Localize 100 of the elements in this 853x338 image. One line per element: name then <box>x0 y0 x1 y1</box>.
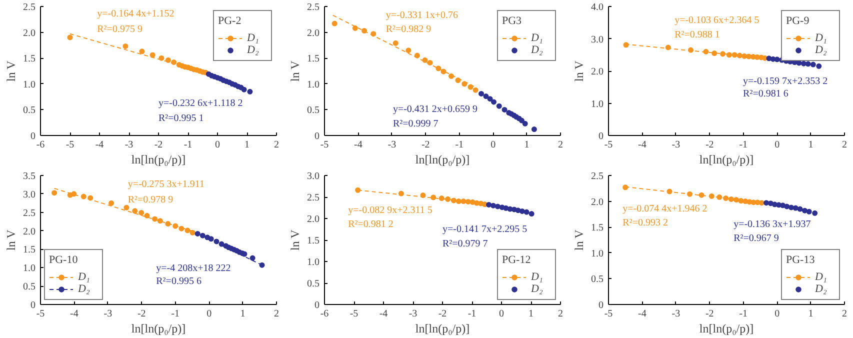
x-tick-label: -1 <box>455 140 464 150</box>
x-tick-label: -3 <box>124 140 134 150</box>
y-tick-label: 0 <box>598 131 604 142</box>
x-tick-label: -2 <box>421 140 430 150</box>
y-tick-label: 4.0 <box>591 2 604 13</box>
x-tick-label: 0 <box>499 308 504 320</box>
x-tick-label: 0 <box>206 308 212 320</box>
y-tick-label: 2.5 <box>307 192 320 204</box>
x-tick-label: 1 <box>808 308 814 320</box>
x-axis-title: ln[ln(p₀/p)] <box>699 322 754 336</box>
x-tick-label: -5 <box>36 308 45 320</box>
x-tick-label: -6 <box>320 308 329 320</box>
x-tick-label: -3 <box>672 140 680 150</box>
legend-title: PG-9 <box>786 15 810 27</box>
legend-label: D₂ <box>815 44 828 56</box>
x-tick-label: 1 <box>528 308 534 320</box>
annotation: R²=0.978 9 <box>128 194 174 206</box>
x-tick-label: -3 <box>672 308 680 320</box>
y-tick-label: 3.0 <box>307 171 320 182</box>
legend-label: D₁ <box>531 271 544 283</box>
x-tick-label: -2 <box>154 140 163 150</box>
annotation: y=-0.136 3x+1.937 <box>734 219 811 230</box>
legend-label: D₁ <box>247 32 260 44</box>
annotation: R²=0.995 6 <box>156 276 202 287</box>
x-tick-label: -4 <box>354 140 362 150</box>
annotation: R²=0.979 7 <box>442 238 488 250</box>
y-tick-label: 1.5 <box>23 244 36 256</box>
x-tick-label: 2 <box>842 140 847 150</box>
y-tick-label: 3.0 <box>591 34 604 46</box>
y-axis-title: ln V <box>4 229 18 250</box>
legend-title: PG3 <box>502 15 523 27</box>
x-tick-label: -5 <box>350 308 358 320</box>
x-tick-label: -3 <box>408 308 418 320</box>
x-tick-label: -2 <box>438 308 447 320</box>
annotation: R²=0.975 9 <box>97 24 142 36</box>
y-tick-label: 1.0 <box>307 79 320 90</box>
y-tick-label: 3.0 <box>23 189 36 200</box>
x-tick-label: 0 <box>774 140 780 150</box>
y-tick-label: 0 <box>30 300 36 311</box>
x-axis-title: ln[ln(p₀/p)] <box>699 152 754 166</box>
y-axis-title: ln V <box>4 60 18 82</box>
y-tick-label: 1.5 <box>307 54 320 65</box>
y-tick-label: 3.5 <box>23 171 36 182</box>
legend-title: PG-13 <box>786 254 816 266</box>
annotation: y=-0.275 3x+1.911 <box>128 179 205 190</box>
x-tick-label: -4 <box>70 308 78 320</box>
x-tick-label: 2 <box>274 140 279 150</box>
y-axis-title: ln V <box>572 60 586 82</box>
annotation: y=-0.164 4x+1.152 <box>97 8 174 20</box>
y-tick-label: 2.0 <box>307 28 320 39</box>
legend-label: D₂ <box>531 44 544 56</box>
y-tick-label: 2.5 <box>23 208 36 219</box>
x-axis-title: ln[ln(p₀/p)] <box>131 152 186 166</box>
y-tick-label: 2.0 <box>591 196 604 208</box>
annotation: R²=0.981 2 <box>348 219 394 230</box>
x-axis-title: ln[ln(p₀/p)] <box>131 322 186 336</box>
x-tick-label: -1 <box>468 308 476 320</box>
x-tick-label: -5 <box>320 140 329 150</box>
x-tick-label: -6 <box>36 140 45 150</box>
y-tick-label: 1.5 <box>591 222 604 234</box>
x-axis-title: ln[ln(p₀/p)] <box>415 152 470 166</box>
y-tick-label: 1.0 <box>591 98 604 110</box>
annotation: R²=0.988 1 <box>674 29 720 40</box>
y-axis-title: ln V <box>572 229 586 250</box>
x-tick-label: 0 <box>215 140 220 150</box>
y-tick-label: 0 <box>30 131 36 142</box>
x-tick-label: -3 <box>104 308 112 320</box>
legend-label: D₁ <box>531 32 544 44</box>
annotation: R²=0.995 1 <box>158 113 204 124</box>
y-tick-label: 0.5 <box>307 278 320 290</box>
y-tick-label: 2.5 <box>23 2 36 13</box>
annotation: R²=0.967 9 <box>734 233 779 244</box>
y-tick-label: 0 <box>598 300 604 311</box>
x-tick-label: -5 <box>604 308 613 320</box>
x-tick-label: 2 <box>274 308 279 320</box>
x-tick-label: 1 <box>240 308 246 320</box>
legend-label: D₂ <box>815 283 828 295</box>
y-tick-label: 1.0 <box>307 257 320 268</box>
y-axis-title: ln V <box>288 229 302 250</box>
x-tick-label: 0 <box>490 140 496 150</box>
legend-label: D₂ <box>78 283 91 295</box>
annotation: R²=0.982 9 <box>386 24 432 36</box>
annotation: y=-0.232 6x+1.118 2 <box>158 98 243 109</box>
y-tick-label: 0 <box>314 300 320 311</box>
legend-label: D₂ <box>531 283 544 295</box>
x-tick-label: 2 <box>842 308 847 320</box>
y-tick-label: 2.5 <box>307 2 320 13</box>
annotation: y=-0.431 2x+0.659 9 <box>392 104 478 116</box>
legend-label: D₁ <box>78 271 91 283</box>
annotation: y=-0.074 4x+1.946 2 <box>622 204 708 215</box>
legend-label: D₂ <box>247 44 260 56</box>
x-tick-label: -4 <box>95 140 104 150</box>
legend-label: D₁ <box>815 32 828 44</box>
x-tick-label: -1 <box>739 140 748 150</box>
y-tick-label: 0.5 <box>23 282 36 293</box>
y-tick-label: 1.5 <box>23 54 36 65</box>
annotation: y=-0.103 6x+2.364 5 <box>674 15 760 26</box>
x-tick-label: -4 <box>638 308 646 320</box>
annotation: R²=0.981 6 <box>743 88 788 100</box>
x-tick-label: -2 <box>137 308 146 320</box>
